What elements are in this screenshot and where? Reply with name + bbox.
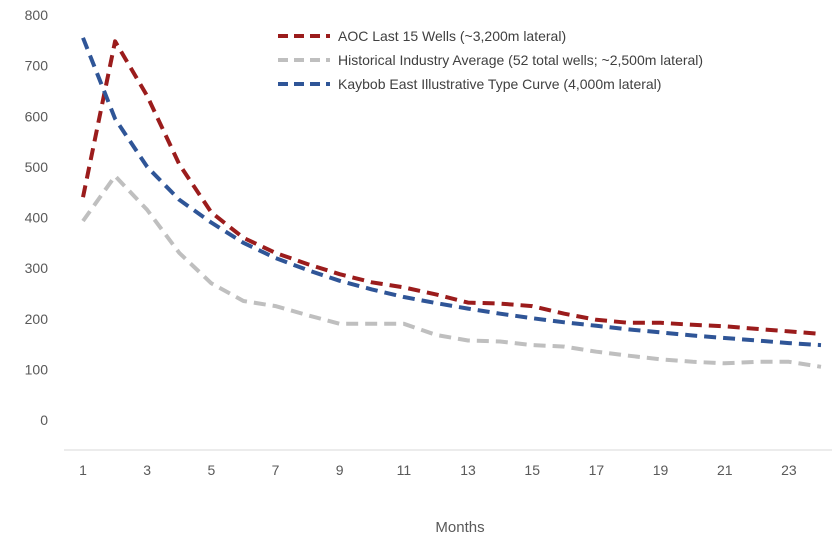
y-tick-label: 0 — [40, 412, 48, 428]
x-tick-label: 7 — [272, 462, 280, 478]
x-tick-label: 17 — [589, 462, 605, 478]
legend-label: Kaybob East Illustrative Type Curve (4,0… — [338, 76, 661, 92]
y-tick-label: 300 — [25, 260, 49, 276]
x-tick-label: 11 — [397, 462, 412, 478]
y-tick-label: 200 — [25, 311, 49, 327]
x-axis-tick-labels: 1 3 5 7 9 11 13 15 17 19 21 23 — [79, 462, 797, 478]
y-tick-label: 600 — [25, 108, 49, 124]
legend-label: AOC Last 15 Wells (~3,200m lateral) — [338, 28, 566, 44]
x-axis-title: Months — [435, 519, 484, 536]
legend-item: AOC Last 15 Wells (~3,200m lateral) — [278, 28, 566, 44]
y-tick-label: 500 — [25, 159, 49, 175]
legend-label: Historical Industry Average (52 total we… — [338, 52, 703, 68]
legend-item: Historical Industry Average (52 total we… — [278, 52, 703, 68]
y-axis-tick-labels: 0 100 200 300 400 500 600 700 800 — [25, 7, 49, 428]
y-tick-label: 400 — [25, 210, 49, 226]
x-tick-label: 3 — [143, 462, 151, 478]
x-tick-label: 5 — [207, 462, 215, 478]
series-line-1 — [81, 39, 822, 336]
y-tick-label: 100 — [25, 361, 49, 377]
series-line-2 — [81, 174, 822, 369]
x-tick-label: 9 — [336, 462, 344, 478]
legend-item: Kaybob East Illustrative Type Curve (4,0… — [278, 76, 661, 92]
legend: AOC Last 15 Wells (~3,200m lateral) Histo… — [278, 28, 703, 92]
series-line-3 — [81, 37, 822, 348]
x-tick-label: 1 — [79, 462, 87, 478]
x-tick-label: 21 — [717, 462, 733, 478]
y-tick-label: 700 — [25, 58, 49, 74]
x-tick-label: 13 — [460, 462, 476, 478]
x-tick-label: 19 — [653, 462, 669, 478]
y-tick-label: 800 — [25, 7, 49, 23]
x-tick-label: 15 — [524, 462, 540, 478]
series-lines — [81, 37, 822, 369]
x-tick-label: 23 — [781, 462, 797, 478]
